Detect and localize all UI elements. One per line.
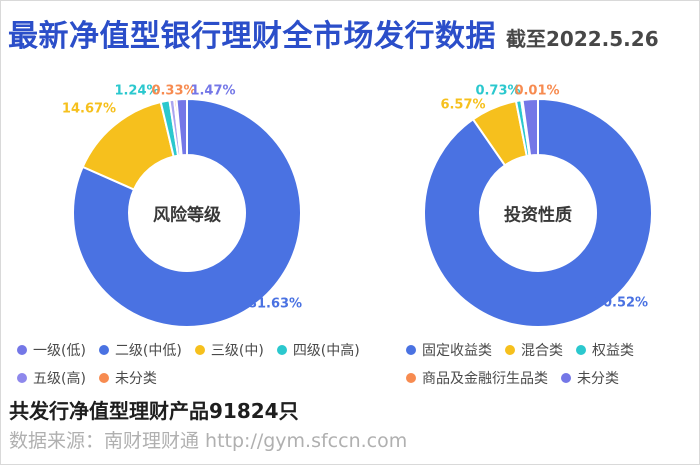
legend-item: 三级(中): [194, 340, 264, 360]
left-donut-center-label: 风险等级: [153, 205, 221, 226]
header: 最新净值型银行理财全市场发行数据 截至2022.5.26: [8, 11, 659, 55]
legend-row: 一级(低) 二级(中低) 三级(中) 四级(中高): [17, 337, 360, 362]
legend-label: 权益类: [592, 342, 634, 359]
legend-item: 五级(高): [17, 368, 86, 388]
legend-label: 一级(低): [33, 342, 86, 359]
legend-dot-icon: [505, 344, 515, 355]
legend-row: 固定收益类 混合类 权益类: [406, 337, 634, 362]
legend-dot-icon: [194, 344, 205, 355]
legend-label: 未分类: [114, 370, 157, 387]
legend-label: 商品及金融衍生品类: [422, 370, 548, 387]
legend-item: 商品及金融衍生品类: [406, 368, 548, 388]
legend-dot-icon: [406, 372, 416, 383]
total-issued-summary: 共发行净值型理财产品91824只: [9, 399, 299, 423]
legend-dot-icon: [17, 372, 27, 383]
legend-dot-icon: [561, 372, 571, 383]
legend-dot-icon: [406, 344, 416, 355]
legend-label: 混合类: [521, 342, 563, 359]
legend-label: 四级(中高): [292, 342, 360, 359]
legend-item: 未分类: [98, 368, 157, 388]
pie-percent-label: 81.63%: [247, 296, 303, 312]
legend-label: 固定收益类: [422, 342, 492, 359]
pie-percent-label: 1.47%: [190, 83, 236, 99]
pie-percent-label: 90.52%: [593, 295, 649, 311]
page-title: 最新净值型银行理财全市场发行数据: [8, 19, 496, 54]
legend-item: 二级(中低): [98, 340, 182, 360]
legend-label: 五级(高): [33, 370, 86, 387]
pie-slice-0-0: [72, 97, 302, 328]
legend-dot-icon: [276, 344, 287, 355]
legend-item: 未分类: [561, 368, 619, 388]
right-donut-center-label: 投资性质: [504, 205, 572, 226]
legend-item: 一级(低): [17, 340, 86, 360]
legend-item: 权益类: [576, 340, 634, 360]
legend-dot-icon: [576, 344, 586, 355]
legend-label: 未分类: [577, 370, 619, 387]
legend-dot-icon: [98, 372, 109, 383]
pie-percent-label: 0.01%: [514, 83, 560, 99]
legend-risk-level: 一级(低) 二级(中低) 三级(中) 四级(中高) 五级(高) 未分类: [17, 337, 360, 390]
pie-percent-label: 0.33%: [151, 83, 197, 99]
as-of-date: 截至2022.5.26: [506, 27, 659, 51]
pie-slice-1-0: [423, 97, 653, 328]
legend-dot-icon: [98, 344, 109, 355]
legend-dot-icon: [17, 344, 27, 355]
legend-label: 二级(中低): [114, 342, 182, 359]
legend-item: 四级(中高): [276, 340, 360, 360]
pie-percent-label: 0.73%: [475, 83, 521, 99]
data-source-note: 数据来源：南财理财通 http://gym.sfccn.com: [9, 430, 408, 452]
legend-row: 商品及金融衍生品类 未分类: [406, 365, 634, 390]
pie-slice-1-4: [521, 97, 539, 157]
pie-slice-0-5: [175, 97, 188, 157]
legend-item: 固定收益类: [406, 340, 492, 360]
legend-label: 三级(中): [210, 342, 264, 359]
legend-item: 混合类: [505, 340, 563, 360]
legend-investment-nature: 固定收益类 混合类 权益类商品及金融衍生品类 未分类: [406, 337, 634, 390]
pie-percent-label: 14.67%: [61, 101, 117, 117]
pie-percent-label: 1.24%: [114, 83, 160, 99]
pie-percent-label: 6.57%: [440, 97, 486, 113]
legend-row: 五级(高) 未分类: [17, 365, 360, 390]
